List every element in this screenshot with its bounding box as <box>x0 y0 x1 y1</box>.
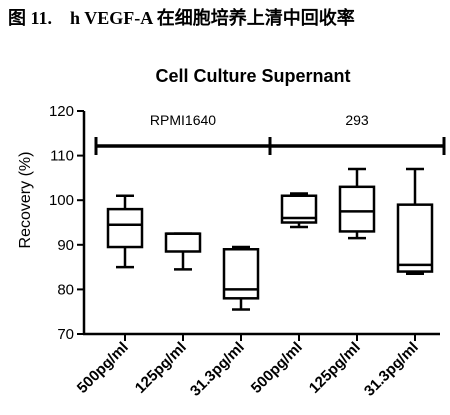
box <box>396 167 434 276</box>
x-tick-label: 125pg/ml <box>132 339 190 397</box>
boxes <box>106 167 434 311</box>
x-tick-label: 500pg/ml <box>248 339 306 397</box>
box <box>106 194 144 269</box>
y-tick-label: 90 <box>57 237 74 254</box>
x-tick-label: 31.3pg/ml <box>187 339 248 400</box>
group-label: 293 <box>345 112 369 128</box>
box <box>280 192 318 229</box>
box-iqr <box>222 248 260 300</box>
x-tick-label: 500pg/ml <box>74 339 132 397</box>
figure-caption: 图 11. h VEGF-A 在细胞培养上清中回收率 <box>8 4 355 30</box>
box <box>222 245 260 311</box>
figure-number: 图 11. <box>8 8 53 28</box>
y-tick-label: 100 <box>49 192 74 209</box>
box-iqr <box>164 232 202 253</box>
y-tick-label: 80 <box>57 281 74 298</box>
group-label: RPMI1640 <box>150 112 216 128</box>
axes: 70 80 90 100 110 120 <box>49 103 440 343</box>
box <box>164 232 202 271</box>
group-brackets: RPMI1640 293 <box>94 112 446 155</box>
y-tick-label: 70 <box>57 326 74 343</box>
y-axis-label: Recovery (%) <box>17 152 34 249</box>
y-tick-label: 110 <box>50 148 74 165</box>
box-iqr <box>396 203 434 273</box>
chart-title: Cell Culture Supernant <box>155 66 350 86</box>
box-iqr <box>338 185 376 233</box>
box <box>338 167 376 240</box>
y-tick-label: 120 <box>49 103 74 120</box>
figure-caption-text: h VEGF-A 在细胞培养上清中回收率 <box>70 8 355 28</box>
x-tick-label: 31.3pg/ml <box>361 339 422 400</box>
x-tick-label: 125pg/ml <box>306 339 364 397</box>
box-iqr <box>106 207 144 249</box>
